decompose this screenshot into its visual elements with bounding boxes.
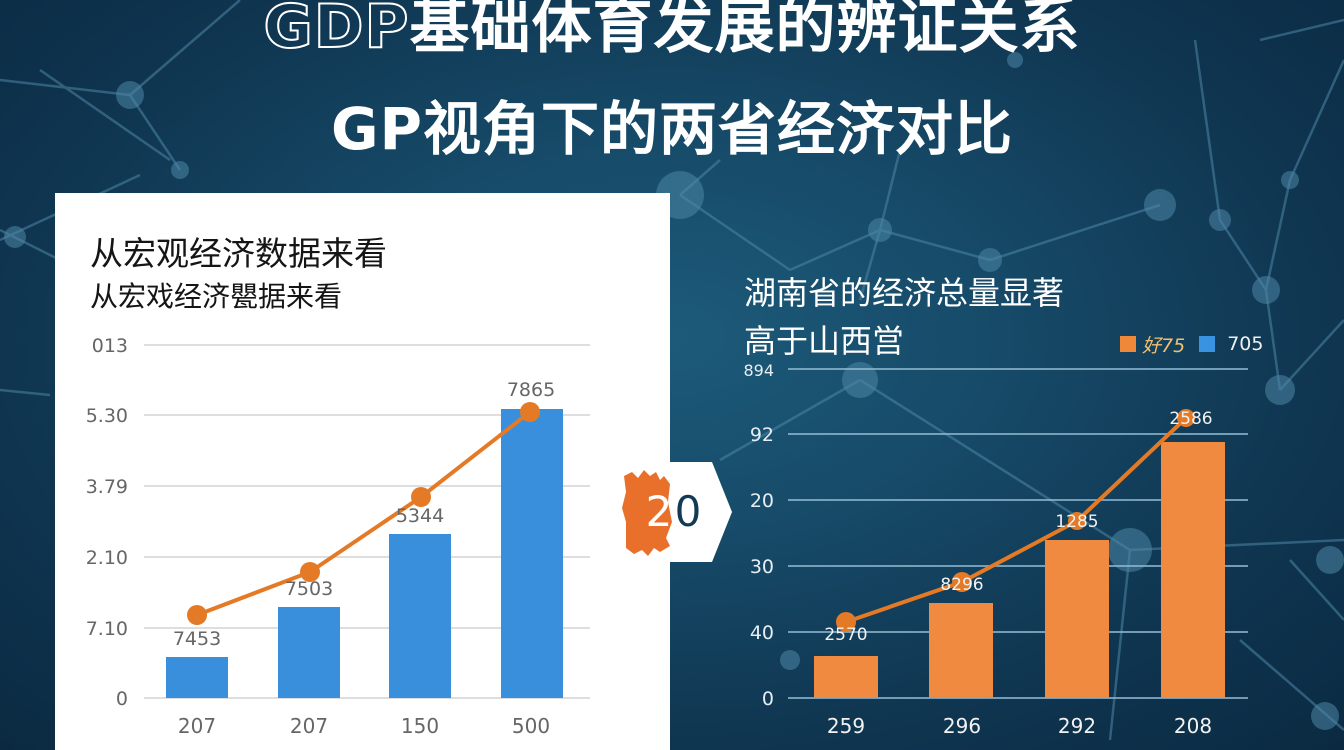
main-title: GDP基础体育发展的辨证关系 [0,0,1344,65]
legend-swatch-blue [1199,336,1216,352]
legend-swatch-orange [1120,336,1136,352]
comparison-badge: 2 0 [622,462,732,562]
y-tick: 0 [762,688,774,710]
y-tick: 894 [743,361,774,380]
right-chart-title-line1: 湖南省的经济总量显著 [744,274,1065,312]
right-data-labels: 2570 8296 1285 2586 [824,409,1212,645]
left-y-axis-labels: 013 5.30 3.79 2.10 7.10 0 [86,335,128,710]
orange-emblem-icon [622,470,672,556]
bar [814,656,878,698]
right-y-axis-labels: 894 92 20 30 40 0 [743,361,774,710]
y-tick: 30 [750,556,774,578]
right-chart-title-line2: 高于山西営 [744,322,905,360]
x-tick: 259 [827,714,865,738]
left-chart-title: 从宏观经济数据来看 [90,234,387,273]
x-tick: 500 [512,714,550,738]
y-tick: 5.30 [86,405,128,427]
legend-label: 705 [1227,333,1264,355]
data-label: 2570 [824,625,867,645]
left-chart-panel [55,193,670,750]
x-tick: 207 [290,714,328,738]
data-label: 8296 [940,575,983,595]
x-tick: 150 [401,714,439,738]
data-label: 7865 [507,379,555,401]
badge-digit-1: 2 [646,487,673,536]
right-x-axis-labels: 259 296 292 208 [827,714,1212,738]
title-rest-text: 基础体育发展的辨证关系 [409,0,1081,62]
left-line-markers [187,402,540,625]
bar [501,409,563,698]
x-tick: 207 [178,714,216,738]
y-tick: 7.10 [86,618,128,640]
title-outline-text: GDP [262,0,410,63]
y-tick: 3.79 [86,476,128,498]
badge-digit-2: 0 [675,487,702,536]
data-label: 1285 [1055,512,1098,532]
x-tick: 296 [943,714,981,738]
subtitle: GP视角下的两省经济对比 [330,95,1014,163]
bar [1161,442,1225,698]
x-tick: 292 [1058,714,1096,738]
left-data-labels: 7453 7503 5344 7865 [173,379,555,650]
bar [389,534,451,698]
left-bars [166,409,563,698]
data-label: 2586 [1169,409,1212,429]
y-tick: 92 [750,424,774,446]
y-tick: 013 [92,335,128,357]
y-tick: 40 [750,622,774,644]
right-chart-legend: 好75 705 [1120,333,1264,357]
arrow-shape [670,462,732,562]
data-label: 7453 [173,628,221,650]
legend-label: 好75 [1142,334,1186,357]
right-trend-line [845,416,1188,624]
data-label: 5344 [396,505,444,527]
bar [166,657,228,698]
bar [929,603,993,698]
left-trend-line [196,410,532,617]
y-tick: 20 [750,490,774,512]
y-tick: 0 [116,688,128,710]
right-bars [814,442,1225,698]
left-x-axis-labels: 207 207 150 500 [178,714,550,738]
bar [1045,540,1109,698]
bar [278,607,340,698]
left-chart-subtitle: 从宏戏经济甖据来看 [90,280,343,313]
y-tick: 2.10 [86,547,128,569]
data-label: 7503 [285,578,333,600]
right-line-markers [836,409,1195,632]
x-tick: 208 [1174,714,1212,738]
